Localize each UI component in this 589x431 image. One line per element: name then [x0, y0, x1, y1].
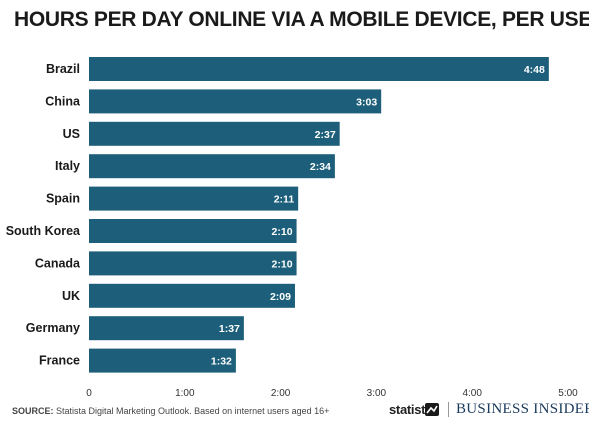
x-tick-label: 0	[86, 388, 92, 399]
bar-germany	[89, 316, 244, 341]
bar-chart: Brazil China US Italy Spain South Korea Canada…	[6, 57, 578, 399]
x-tick-label: 1:00	[175, 388, 195, 399]
category-label-france: France	[39, 354, 80, 368]
bar-italy	[89, 154, 335, 179]
bars	[89, 57, 549, 373]
value-label-us: 2:37	[315, 129, 336, 141]
chart-title: HOURS PER DAY ONLINE VIA A MOBILE DEVICE…	[14, 8, 589, 31]
business-insider-logo: BUSINESS INSIDER	[456, 401, 589, 417]
statista-logo: statista	[389, 402, 433, 417]
source-text: Statista Digital Marketing Outlook. Base…	[53, 406, 330, 416]
x-tick-label: 2:00	[271, 388, 291, 399]
value-label-germany: 1:37	[219, 323, 240, 335]
category-label-uk: UK	[62, 289, 80, 303]
x-tick-label: 3:00	[367, 388, 387, 399]
source-prefix: SOURCE:	[12, 406, 54, 416]
x-tick-label: 5:00	[558, 388, 578, 399]
value-label-italy: 2:34	[310, 161, 331, 173]
category-label-brazil: Brazil	[46, 62, 80, 76]
bar-spain	[89, 186, 299, 211]
value-labels: 4:48 3:03 2:37 2:34 2:11 2:10 2:10 2:09 1:37 1:32	[211, 64, 545, 368]
x-tick-label: 4:00	[462, 388, 482, 399]
bar-china	[89, 89, 382, 114]
bar-us	[89, 121, 340, 146]
category-labels: Brazil China US Italy Spain South Korea Canada…	[6, 62, 81, 368]
category-label-germany: Germany	[26, 321, 80, 335]
category-label-italy: Italy	[55, 159, 80, 173]
bar-brazil	[89, 57, 549, 81]
statista-logo-icon	[425, 403, 439, 416]
bar-canada	[89, 251, 297, 276]
category-label-china: China	[45, 94, 81, 108]
category-label-spain: Spain	[46, 192, 80, 206]
value-label-canada: 2:10	[272, 258, 293, 270]
value-label-china: 3:03	[356, 96, 377, 108]
value-label-spain: 2:11	[274, 194, 295, 206]
brand-divider	[448, 402, 449, 417]
value-label-brazil: 4:48	[524, 64, 545, 76]
category-label-south-korea: South Korea	[6, 224, 81, 238]
x-axis: 0 1:00 2:00 3:00 4:00 5:00	[86, 388, 578, 399]
category-label-us: US	[63, 127, 80, 141]
bar-uk	[89, 283, 295, 308]
bar-south-korea	[89, 219, 297, 243]
source-note: SOURCE: Statista Digital Marketing Outlo…	[12, 406, 329, 416]
bar-france	[89, 348, 236, 373]
category-label-canada: Canada	[35, 256, 81, 270]
value-label-france: 1:32	[211, 356, 232, 368]
value-label-uk: 2:09	[270, 291, 291, 303]
value-label-south-korea: 2:10	[272, 226, 293, 238]
